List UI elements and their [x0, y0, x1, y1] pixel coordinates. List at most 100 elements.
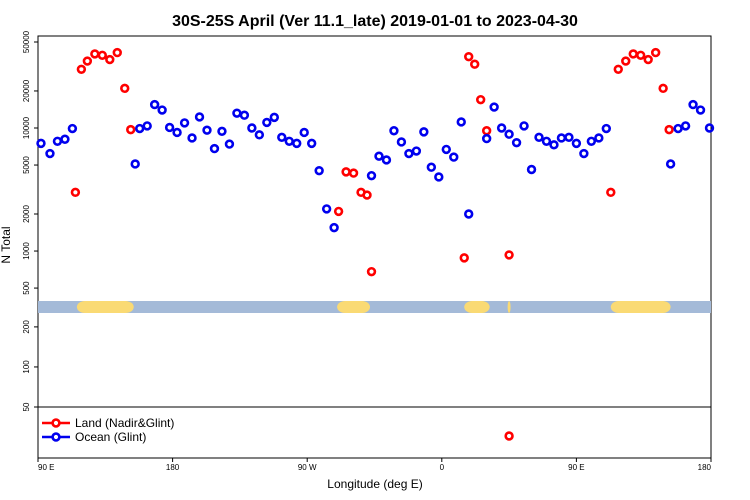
y-tick-label: 1000	[22, 242, 31, 260]
ocean-point	[381, 155, 392, 165]
ocean-point	[130, 159, 140, 169]
x-tick-label: 90 E	[568, 463, 584, 472]
ocean-point	[389, 126, 399, 136]
ocean-point	[299, 127, 309, 138]
ocean-point	[601, 123, 612, 134]
ocean-point	[284, 136, 294, 146]
legend-label: Ocean (Glint)	[75, 430, 146, 444]
ocean-point	[202, 125, 212, 135]
ocean-point	[52, 136, 63, 146]
y-tick-label: 500	[22, 281, 31, 295]
ocean-point	[134, 123, 145, 134]
mask-land-band	[464, 301, 490, 313]
ocean-point	[419, 127, 429, 137]
chart-title: 30S-25S April (Ver 11.1_late) 2019-01-01…	[172, 13, 578, 30]
mask-land-band	[507, 301, 511, 313]
ocean-point	[314, 165, 324, 176]
land-point	[105, 54, 115, 65]
ocean-point	[673, 123, 683, 134]
ocean-point	[142, 121, 152, 131]
land-point	[76, 64, 87, 74]
ocean-point	[217, 126, 227, 137]
land-point	[628, 49, 638, 59]
y-tick-label: 200	[22, 320, 31, 334]
y-tick-label: 10000	[22, 116, 31, 139]
ocean-point	[541, 136, 552, 146]
ocean-point	[45, 148, 55, 159]
ocean-point	[426, 162, 437, 172]
ocean-point	[239, 110, 250, 120]
land-point	[621, 56, 631, 66]
land-point	[658, 83, 668, 94]
land-point	[341, 167, 351, 177]
x-tick-label: 90 E	[38, 463, 54, 472]
y-tick-label: 5000	[22, 156, 31, 174]
ocean-point	[519, 121, 529, 131]
ocean-point	[172, 127, 182, 138]
ocean-point	[232, 108, 242, 118]
ocean-point	[665, 159, 676, 169]
ocean-point	[67, 123, 78, 134]
legend-marker	[51, 432, 61, 442]
x-tick-label: 180	[166, 463, 180, 472]
ocean-point	[526, 164, 537, 175]
y-tick-label: 100	[22, 360, 31, 374]
land-point	[636, 50, 646, 60]
land-point	[362, 190, 372, 200]
plot-frame	[37, 35, 712, 459]
ocean-point	[306, 138, 317, 149]
ocean-point	[60, 134, 70, 144]
ocean-point	[374, 151, 384, 161]
y-tick-label: 20000	[22, 79, 31, 102]
land-point	[97, 50, 108, 60]
mask-land-band	[337, 301, 371, 313]
land-point	[120, 83, 130, 94]
ocean-point	[504, 129, 514, 139]
x-tick-label: 90 W	[298, 463, 317, 472]
y-tick-label: 50	[22, 402, 31, 411]
land-point	[464, 51, 474, 62]
land-point	[90, 49, 100, 59]
legend-label: Land (Nadir&Glint)	[75, 416, 174, 430]
ocean-point	[534, 132, 544, 143]
ocean-point	[434, 172, 444, 182]
ocean-point	[277, 132, 287, 143]
ocean-point	[556, 133, 567, 143]
ocean-point	[496, 123, 507, 133]
ocean-point	[329, 222, 339, 233]
ocean-point	[194, 112, 205, 122]
ocean-point	[292, 138, 302, 149]
land-point	[348, 168, 359, 178]
ocean-point	[254, 130, 265, 140]
ocean-point	[396, 137, 407, 147]
land-point	[606, 187, 616, 198]
ocean-point	[262, 117, 272, 128]
ocean-point	[411, 146, 422, 156]
ocean-point	[511, 137, 522, 148]
x-axis-label: Longitude (deg E)	[327, 477, 422, 491]
y-axis-label: N Total	[0, 226, 13, 263]
ocean-point	[571, 138, 582, 149]
ocean-point	[404, 148, 414, 159]
ocean-point	[464, 209, 474, 219]
land-point	[481, 126, 492, 136]
ocean-point	[564, 132, 574, 143]
land-point	[333, 206, 344, 217]
ocean-point	[269, 112, 279, 123]
land-point	[70, 187, 81, 198]
ocean-point	[179, 118, 190, 128]
y-tick-label: 50000	[22, 30, 31, 53]
ocean-point	[586, 136, 597, 146]
ocean-point	[224, 139, 235, 149]
land-point	[504, 250, 514, 260]
legend-marker	[51, 418, 61, 428]
mask-land-band	[610, 301, 671, 313]
land-point	[82, 56, 93, 66]
ocean-point	[594, 133, 604, 143]
ocean-point	[209, 143, 220, 154]
land-point	[504, 431, 514, 441]
land-point	[475, 94, 486, 105]
ocean-point	[187, 133, 197, 143]
ocean-point	[579, 148, 589, 159]
ocean-point	[704, 123, 715, 133]
